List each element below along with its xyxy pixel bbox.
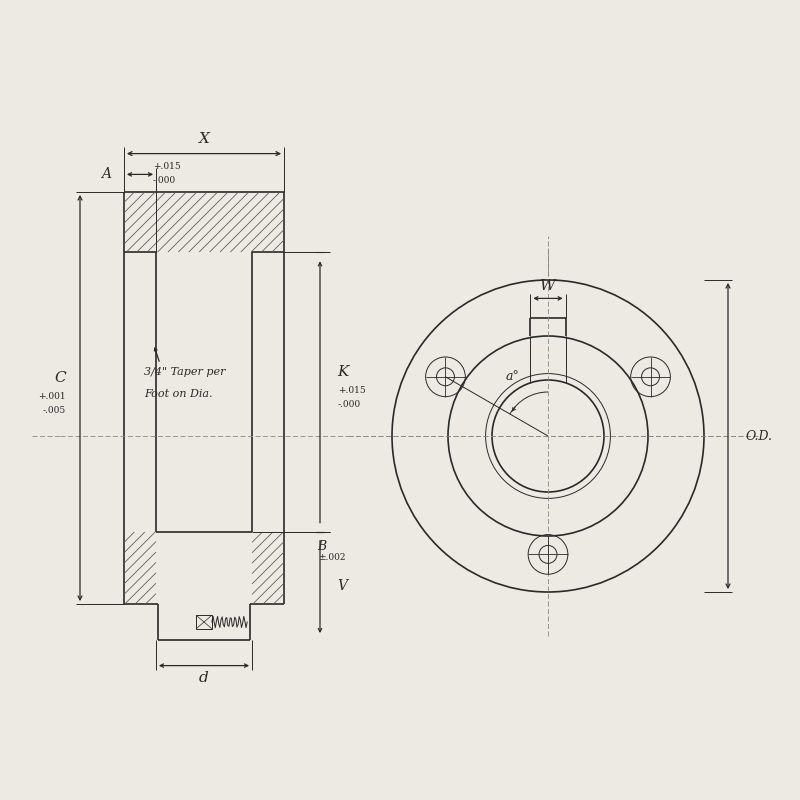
Text: C: C (54, 371, 66, 385)
Text: a°: a° (505, 370, 519, 382)
Text: +.015: +.015 (153, 162, 181, 171)
Text: -.000: -.000 (338, 400, 361, 410)
Bar (196, 615, 212, 629)
Text: ±.002: ±.002 (318, 553, 345, 562)
Text: 3/4" Taper per: 3/4" Taper per (144, 367, 226, 377)
Text: V: V (338, 579, 347, 593)
Text: Foot on Dia.: Foot on Dia. (144, 389, 213, 398)
Text: -.000: -.000 (153, 176, 176, 186)
Text: +.015: +.015 (338, 386, 366, 395)
Text: A: A (102, 167, 111, 182)
Text: O.D.: O.D. (746, 430, 773, 442)
Text: d: d (199, 670, 209, 685)
Text: W: W (540, 279, 556, 294)
Text: -.005: -.005 (42, 406, 66, 415)
Text: X: X (198, 132, 210, 146)
Text: B: B (318, 540, 326, 553)
Text: K: K (338, 365, 349, 379)
Text: +.001: +.001 (38, 392, 66, 401)
